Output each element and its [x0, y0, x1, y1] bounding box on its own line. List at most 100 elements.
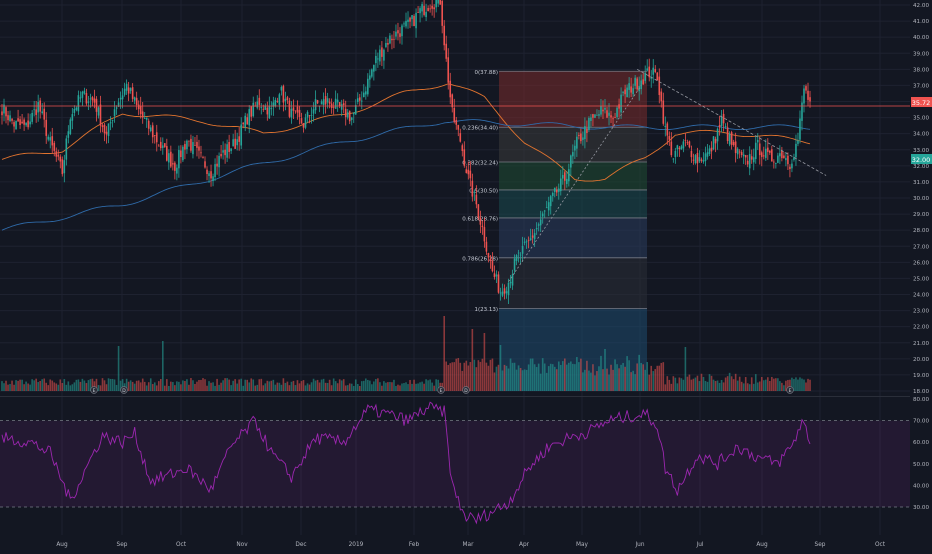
volume-bar [342, 379, 345, 391]
candle-body [473, 191, 476, 193]
volume-bar [196, 381, 198, 391]
candle-body [803, 88, 805, 104]
candle-body [354, 105, 357, 115]
volume-bar [111, 378, 114, 391]
volume-bar [157, 381, 160, 391]
candle-body [5, 107, 7, 117]
candle-body [805, 86, 807, 91]
volume-bar [529, 358, 532, 391]
volume-bar [137, 380, 140, 391]
volume-bar [17, 380, 19, 391]
candle-body [549, 196, 552, 207]
volume-bar [421, 381, 423, 391]
candle-body [35, 109, 37, 115]
candle-body [385, 42, 387, 47]
candle-body [423, 5, 425, 15]
volume-bar [389, 381, 391, 391]
candle-body [145, 117, 148, 120]
volume-bar [481, 358, 484, 391]
candle-body [555, 189, 558, 193]
candle-body [588, 118, 590, 131]
price-axis[interactable]: 42.0041.0040.0039.0038.0037.0036.0035.00… [910, 0, 932, 550]
volume-bar [712, 379, 715, 391]
volume-bar [606, 368, 608, 391]
candle-body [724, 126, 727, 127]
volume-bar [678, 377, 681, 391]
volume-bar [286, 381, 289, 391]
candle-body [775, 162, 777, 164]
candle-body [646, 68, 649, 71]
candle-body [628, 83, 630, 90]
candle-body [280, 86, 283, 91]
event-marker-label: E [440, 388, 443, 394]
time-tick-label: Oct [875, 542, 886, 548]
candle-body [75, 107, 78, 110]
event-marker[interactable]: E [786, 386, 794, 394]
candle-body [274, 99, 277, 106]
candle-body [710, 147, 713, 152]
candle-body [574, 145, 576, 151]
candle-body [652, 67, 655, 75]
volume-bar [744, 377, 747, 391]
candle-body [437, 0, 439, 4]
rsi-pane[interactable] [0, 401, 910, 525]
time-tick-label: May [576, 542, 589, 548]
candle-body [744, 155, 747, 158]
volume-bar [326, 382, 329, 391]
volume-bar [447, 364, 450, 391]
event-marker[interactable]: D [120, 386, 128, 394]
candle-body [248, 109, 251, 126]
drawing-lines[interactable] [0, 68, 910, 282]
fib-level-label: 0.382(32.24) [462, 160, 498, 166]
volume-bar [559, 364, 562, 391]
time-axis[interactable]: Aug Sep Oct Nov Dec 2019 Feb Mar Apr May Jun Jul Aug… [56, 542, 885, 548]
event-marker[interactable]: E [90, 386, 98, 394]
volume-bar [340, 380, 343, 391]
candle-body [37, 102, 39, 113]
event-marker-label: E [789, 388, 792, 394]
candle-body [69, 119, 72, 134]
volume-bar [495, 366, 498, 391]
volume-bar [756, 382, 759, 391]
volume-bar [557, 361, 560, 391]
candle-body [702, 160, 705, 162]
candle-body [369, 75, 371, 80]
candle-body [411, 15, 413, 20]
volume-bar [767, 377, 769, 391]
candle-body [7, 115, 9, 121]
volume-bar [545, 372, 548, 391]
volume-bar [214, 385, 216, 391]
candle-body [672, 158, 675, 160]
candle-body [642, 79, 644, 85]
candle-body [668, 136, 671, 140]
fib-level-label: 1(23.13) [474, 307, 498, 313]
candle-body [143, 118, 146, 119]
candlesticks[interactable] [1, 0, 811, 304]
volume-bar [405, 382, 407, 391]
volume-bar [143, 381, 146, 391]
volume-bar [517, 365, 520, 391]
candle-body [123, 88, 126, 95]
event-marker[interactable]: D [462, 386, 470, 394]
volume-bar [531, 358, 534, 391]
support-trendline [508, 85, 642, 282]
candle-body [634, 77, 636, 86]
candle-body [509, 281, 512, 284]
event-marker[interactable]: E [437, 386, 445, 394]
volume-bar [630, 372, 632, 391]
candle-body [413, 15, 415, 27]
volume-bar [11, 380, 13, 391]
candle-body [449, 80, 452, 98]
volume-bar [117, 346, 120, 391]
volume-bar [35, 378, 37, 391]
current-price-tag-bg [911, 97, 932, 107]
candle-body [397, 30, 399, 34]
volume-bar [186, 379, 188, 391]
candle-body [678, 147, 681, 150]
candle-body [103, 124, 106, 134]
candle-body [463, 149, 466, 166]
candle-body [728, 134, 731, 145]
candle-body [421, 4, 423, 12]
